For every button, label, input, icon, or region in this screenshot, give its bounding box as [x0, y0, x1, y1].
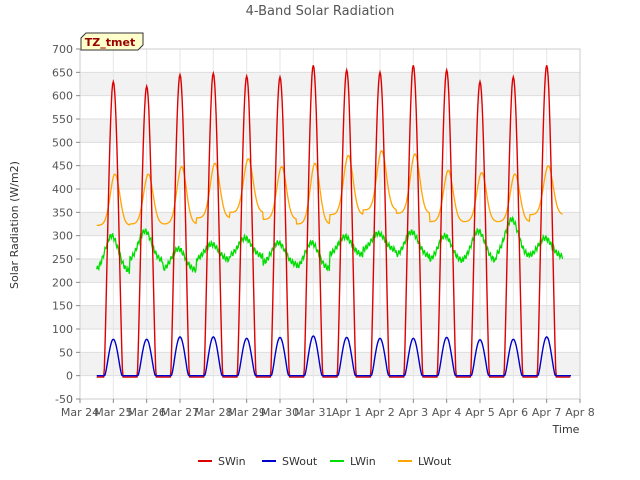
- legend-label-lwin: LWin: [350, 455, 376, 468]
- legend-label-lwout: LWout: [418, 455, 452, 468]
- grid-band: [80, 212, 580, 236]
- x-tick-label: Mar 28: [194, 406, 232, 419]
- plot-frame: [79, 48, 581, 400]
- x-tick-label: Mar 26: [128, 406, 166, 419]
- legend-label-swin: SWin: [218, 455, 246, 468]
- y-tick-label: 650: [52, 66, 73, 79]
- x-axis-label: Time: [552, 423, 580, 436]
- y-tick-label: 550: [52, 113, 73, 126]
- y-tick-label: 450: [52, 160, 73, 173]
- chart-title: 4-Band Solar Radiation: [246, 4, 395, 19]
- y-axis-label: Solar Radiation (W/m2): [8, 161, 21, 289]
- site-label-box: TZ_tmet: [80, 32, 144, 51]
- y-tick-label: 350: [52, 206, 73, 219]
- x-tick-label: Mar 31: [294, 406, 332, 419]
- x-tick-label: Apr 6: [499, 406, 529, 419]
- y-axis-ticks: -50 0 50 100 150 200 250 300 350 400 450 500 550 600 6…: [52, 43, 80, 406]
- y-tick-label: -50: [55, 393, 73, 406]
- x-tick-label: Apr 5: [465, 406, 495, 419]
- y-tick-label: 50: [59, 346, 73, 359]
- y-tick-label: 400: [52, 183, 73, 196]
- grid-band: [80, 259, 580, 283]
- x-tick-label: Mar 25: [94, 406, 132, 419]
- series-line-swout: [96, 335, 571, 377]
- grid-band: [80, 165, 580, 189]
- x-tick-label: Mar 24: [61, 406, 99, 419]
- legend: SWin SWout LWin LWout: [198, 455, 452, 468]
- y-tick-label: 200: [52, 276, 73, 289]
- x-tick-label: Mar 27: [161, 406, 199, 419]
- series-line-swin: [96, 65, 571, 378]
- series-layer: [96, 65, 571, 378]
- y-tick-label: 300: [52, 230, 73, 243]
- x-tick-label: Mar 30: [261, 406, 299, 419]
- legend-label-swout: SWout: [282, 455, 318, 468]
- y-tick-label: 250: [52, 253, 73, 266]
- x-tick-label: Mar 29: [228, 406, 266, 419]
- y-tick-label: 700: [52, 43, 73, 56]
- x-tick-label: Apr 3: [399, 406, 429, 419]
- x-tick-label: Apr 2: [365, 406, 395, 419]
- y-tick-label: 100: [52, 323, 73, 336]
- x-tick-label: Apr 8: [565, 406, 595, 419]
- x-tick-label: Apr 1: [332, 406, 362, 419]
- grid-bands: [80, 72, 580, 376]
- y-tick-label: 150: [52, 300, 73, 313]
- y-tick-label: 600: [52, 90, 73, 103]
- x-tick-label: Apr 4: [432, 406, 462, 419]
- y-tick-label: 0: [66, 370, 73, 383]
- grid-band: [80, 72, 580, 96]
- y-tick-label: 500: [52, 136, 73, 149]
- site-label: TZ_tmet: [85, 36, 135, 49]
- x-tick-label: Apr 7: [532, 406, 562, 419]
- grid-band: [80, 119, 580, 143]
